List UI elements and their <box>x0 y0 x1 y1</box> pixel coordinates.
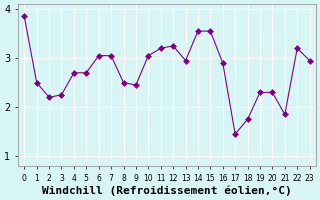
X-axis label: Windchill (Refroidissement éolien,°C): Windchill (Refroidissement éolien,°C) <box>42 185 292 196</box>
